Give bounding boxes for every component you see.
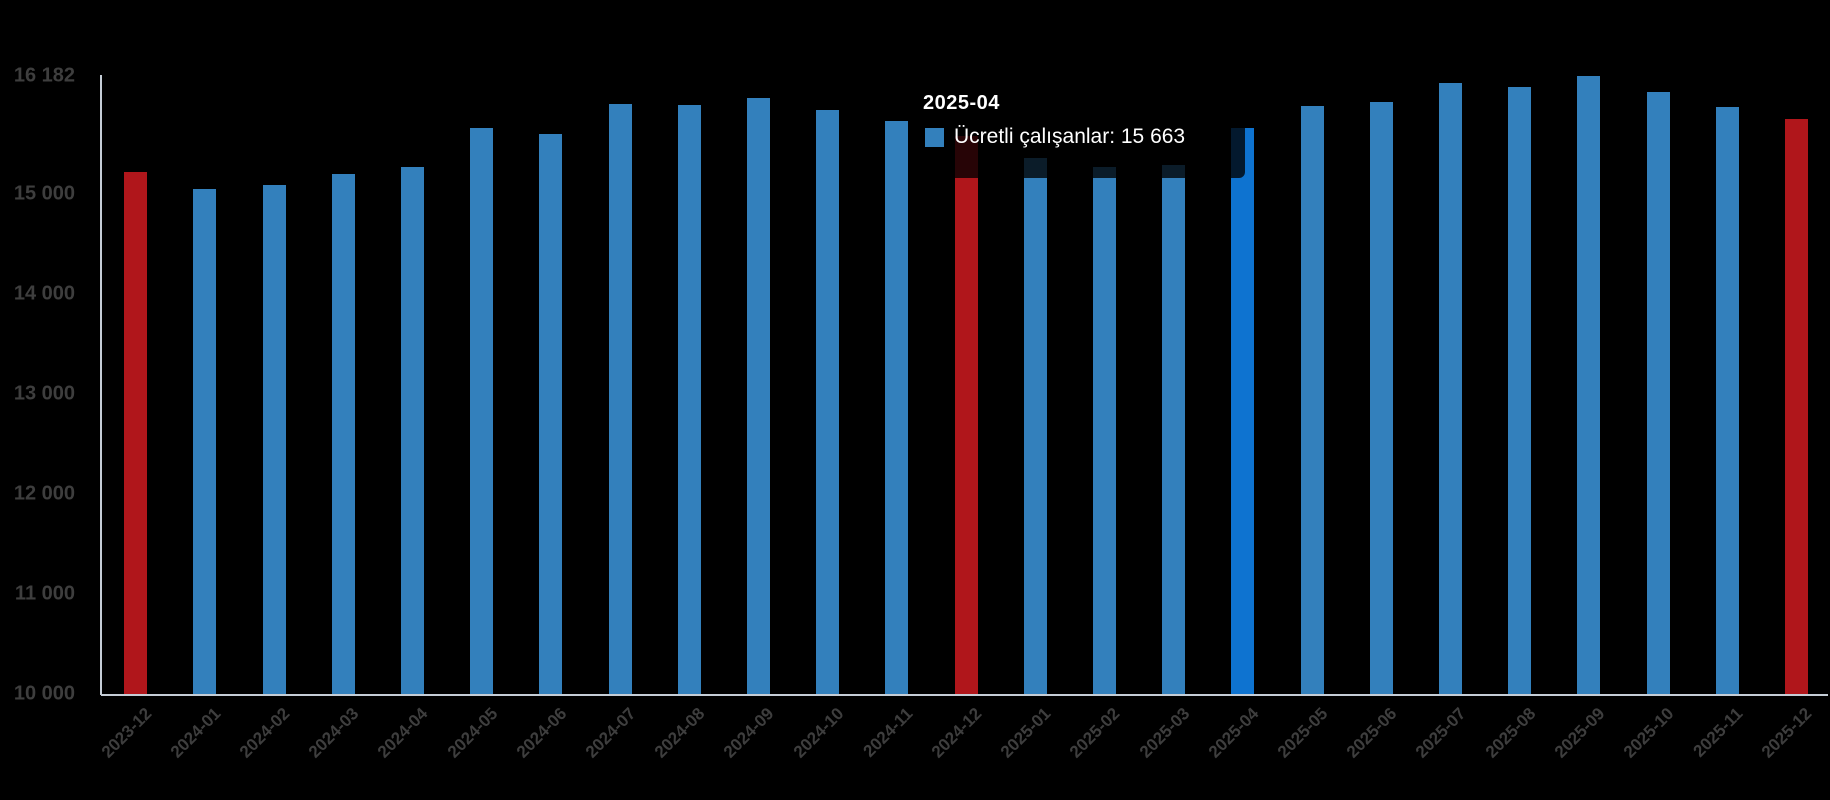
y-axis-label: 10 000 <box>13 682 75 705</box>
bar-2024-10[interactable] <box>816 109 840 694</box>
x-axis-line <box>101 694 1828 696</box>
bar-2024-01[interactable] <box>193 188 217 694</box>
y-axis-label: 15 000 <box>13 182 75 205</box>
y-axis-label: 11 000 <box>14 582 75 605</box>
bar-2024-04[interactable] <box>400 166 424 694</box>
bar-2024-06[interactable] <box>539 134 563 694</box>
bar-2025-07[interactable] <box>1438 83 1462 694</box>
bar-2024-12[interactable] <box>954 135 978 694</box>
bar-2025-12[interactable] <box>1784 119 1808 694</box>
bar-2024-05[interactable] <box>470 127 494 694</box>
bar-2024-02[interactable] <box>262 184 286 694</box>
bar-2025-03[interactable] <box>1162 165 1186 694</box>
bar-2023-12[interactable] <box>124 171 148 694</box>
tooltip-title: 2025-04 <box>923 92 1000 114</box>
bar-2024-03[interactable] <box>331 173 355 694</box>
y-axis-line <box>100 75 102 695</box>
tooltip-value-text: Ücretli çalışanlar: 15 663 <box>954 125 1186 148</box>
bar-2025-09[interactable] <box>1577 75 1601 694</box>
bar-2025-10[interactable] <box>1646 92 1670 694</box>
y-axis-label: 16 182 <box>13 64 75 87</box>
bar-2025-11[interactable] <box>1715 107 1739 694</box>
y-axis-label: 14 000 <box>13 282 75 305</box>
bar-2025-06[interactable] <box>1369 102 1393 694</box>
bar-2025-02[interactable] <box>1092 166 1116 694</box>
y-axis-label: 13 000 <box>13 382 75 405</box>
y-axis-label: 12 000 <box>13 482 75 505</box>
bar-2025-04[interactable] <box>1231 127 1255 694</box>
bar-2024-08[interactable] <box>677 105 701 694</box>
bar-2025-05[interactable] <box>1300 106 1324 694</box>
bar-2025-01[interactable] <box>1023 158 1047 694</box>
bar-2025-08[interactable] <box>1508 87 1532 694</box>
series-marker-icon <box>925 127 944 147</box>
bar-2024-11[interactable] <box>885 121 909 694</box>
bar-2024-09[interactable] <box>746 97 770 694</box>
bar-2024-07[interactable] <box>608 103 632 694</box>
